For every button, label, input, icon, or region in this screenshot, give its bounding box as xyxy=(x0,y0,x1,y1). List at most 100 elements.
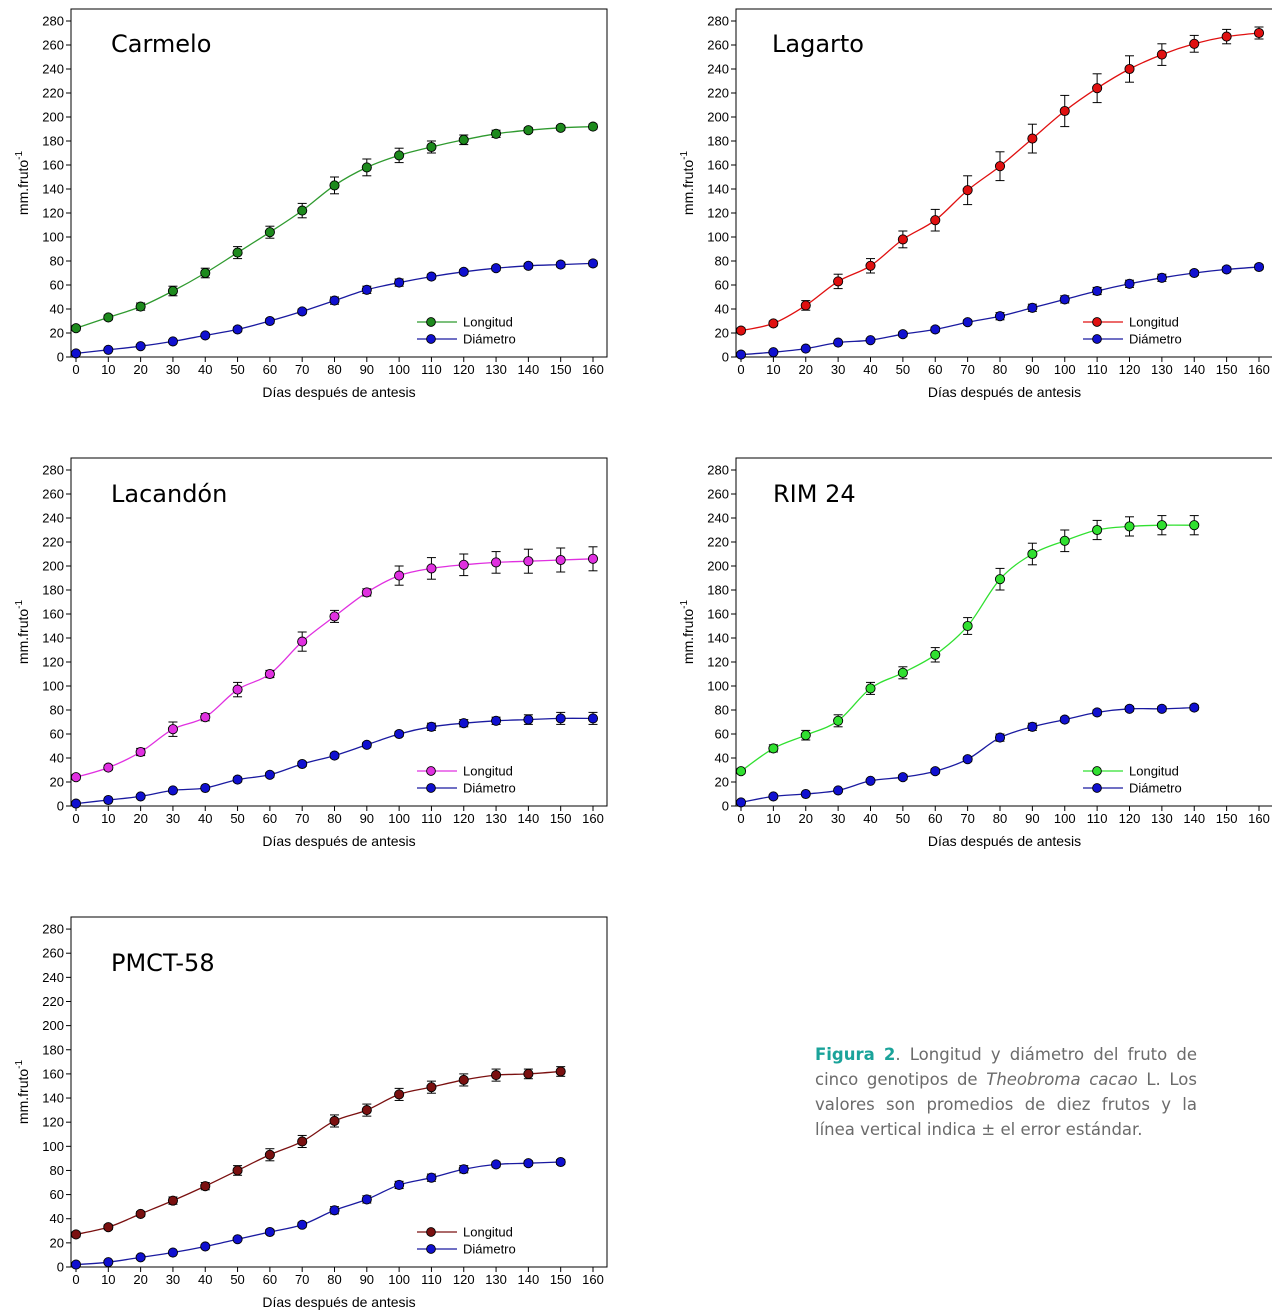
data-point xyxy=(735,325,747,336)
series-line xyxy=(75,1070,561,1236)
y-tick-label: 200 xyxy=(707,559,729,574)
y-tick-label: 200 xyxy=(42,1018,64,1033)
chart-rim-24: 0 20 40 60 80 100 120 140 160 180 200 220 240 260 280 0… xyxy=(679,457,1272,849)
data-point xyxy=(135,341,146,352)
y-tick-label: 140 xyxy=(707,631,729,646)
data-point xyxy=(865,335,876,346)
data-point xyxy=(491,263,502,274)
legend-label: Diámetro xyxy=(463,1242,516,1257)
series-longitud xyxy=(70,121,599,334)
x-tick-label: 80 xyxy=(993,811,1007,826)
legend-item: Diámetro xyxy=(417,781,516,796)
data-point xyxy=(329,1115,340,1127)
data-point xyxy=(200,1241,211,1252)
data-point xyxy=(103,794,114,806)
y-tick-label: 280 xyxy=(707,463,729,478)
x-tick-label: 120 xyxy=(453,362,475,377)
data-point xyxy=(135,746,146,758)
legend: Longitud Diámetro xyxy=(417,1225,516,1257)
data-point xyxy=(167,1195,178,1206)
y-tick-label: 60 xyxy=(715,278,729,293)
data-point xyxy=(135,1252,146,1263)
legend-label: Longitud xyxy=(463,315,513,330)
y-axis-title: mm.fruto-1 xyxy=(679,151,696,216)
data-point xyxy=(264,1226,275,1238)
data-point xyxy=(297,1219,308,1230)
legend-label: Diámetro xyxy=(1129,781,1182,796)
y-tick-label: 240 xyxy=(707,62,729,77)
y-tick-label: 140 xyxy=(42,1091,64,1106)
data-point xyxy=(70,798,82,809)
data-point xyxy=(329,1205,340,1216)
series-longitud xyxy=(70,1066,566,1240)
y-axis-title-main: mm.fruto xyxy=(680,160,696,215)
legend: Longitud Diámetro xyxy=(1083,315,1182,347)
y-tick-label: 160 xyxy=(42,607,64,622)
data-point xyxy=(897,234,908,245)
y-tick-label: 140 xyxy=(42,631,64,646)
y-tick-label: 220 xyxy=(42,994,64,1009)
data-point xyxy=(232,684,243,695)
data-point xyxy=(361,284,372,295)
data-point xyxy=(930,215,941,226)
data-point xyxy=(232,247,243,258)
data-point xyxy=(361,1105,372,1116)
data-point xyxy=(930,766,941,777)
x-tick-label: 150 xyxy=(550,1272,572,1287)
series-diametro xyxy=(735,702,1200,808)
x-tick-label: 0 xyxy=(737,362,744,377)
x-tick-label: 130 xyxy=(485,811,507,826)
x-tick-label: 100 xyxy=(1054,362,1076,377)
caption-body-2: L. Los valores son promedios de diez fru… xyxy=(815,1070,1197,1139)
x-tick-label: 0 xyxy=(72,811,79,826)
x-tick-label: 30 xyxy=(166,362,180,377)
caption-body-1: . Longitud y diámetro del fruto de cinco… xyxy=(815,1045,1197,1089)
data-point xyxy=(458,266,469,277)
legend-item: Longitud xyxy=(417,764,513,779)
legend-label: Diámetro xyxy=(463,332,516,347)
x-tick-label: 70 xyxy=(960,811,974,826)
x-tick-label: 80 xyxy=(993,362,1007,377)
y-tick-label: 40 xyxy=(50,1211,64,1226)
x-tick-label: 90 xyxy=(360,1272,374,1287)
plot-frame xyxy=(735,8,1272,358)
y-tick-label: 40 xyxy=(50,751,64,766)
data-point xyxy=(70,1259,82,1270)
y-tick-label: 220 xyxy=(42,86,64,101)
legend-item: Longitud xyxy=(417,1225,513,1240)
y-axis-title: mm.fruto-1 xyxy=(14,600,31,665)
data-point xyxy=(768,347,779,358)
y-tick-label: 220 xyxy=(42,535,64,550)
panel-title: RIM 24 xyxy=(773,480,856,508)
y-tick-label: 280 xyxy=(42,14,64,29)
legend-label: Longitud xyxy=(1129,315,1179,330)
y-axis-title-sup: -1 xyxy=(14,1060,25,1069)
x-tick-label: 70 xyxy=(295,362,309,377)
y-axis-title-sup: -1 xyxy=(679,600,690,609)
data-point xyxy=(491,1070,502,1081)
y-tick-label: 20 xyxy=(50,326,64,341)
data-point xyxy=(458,718,469,729)
data-point xyxy=(394,570,405,581)
x-tick-label: 130 xyxy=(485,362,507,377)
data-point xyxy=(1156,49,1167,60)
data-point xyxy=(865,260,876,271)
data-point xyxy=(523,260,534,271)
x-tick-label: 100 xyxy=(388,362,410,377)
x-tick-label: 30 xyxy=(831,362,845,377)
x-tick-label: 90 xyxy=(1025,362,1039,377)
x-tick-label: 20 xyxy=(133,1272,147,1287)
y-tick-label: 100 xyxy=(42,679,64,694)
data-point xyxy=(103,1257,114,1268)
y-tick-label: 120 xyxy=(707,206,729,221)
data-point xyxy=(865,683,876,694)
x-tick-label: 10 xyxy=(101,811,115,826)
data-point xyxy=(994,161,1006,172)
chart-carmelo: 0 20 40 60 80 100 120 140 160 180 200 220 240 260 280 0… xyxy=(14,8,608,400)
data-point xyxy=(70,348,82,359)
series-diametro xyxy=(70,1156,566,1270)
data-point xyxy=(297,205,308,216)
data-point xyxy=(1253,261,1265,273)
x-tick-label: 50 xyxy=(230,362,244,377)
data-point xyxy=(1124,278,1135,289)
